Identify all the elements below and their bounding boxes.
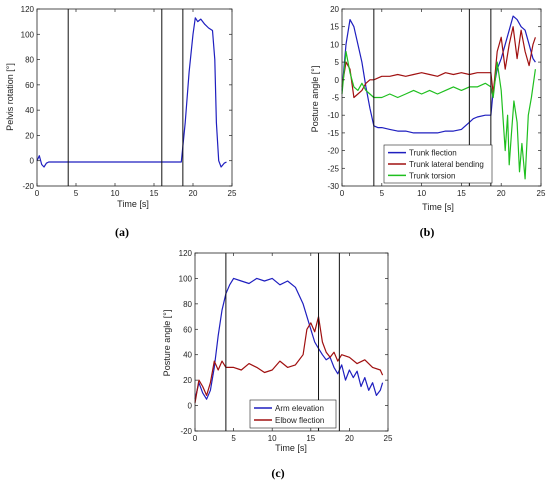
panel-b-legend: Trunk flection Trunk lateral bending Trunk… (383, 144, 493, 184)
panel-a-ytick-label: -20 (22, 182, 34, 191)
panel-a-xtick-label: 0 (35, 189, 40, 198)
panel-c-ytick-label: 0 (188, 402, 193, 411)
panel-b-ticks: 0 5 10 15 20 25 -30 -25 -20 -15 -10 -5 0 5 10 15 20 (327, 5, 546, 198)
panel-b-xtick-label: 10 (417, 189, 426, 198)
panel-a-ylabel: Pelvis rotation [°] (5, 63, 15, 131)
panel-a-ytick-label: 60 (25, 81, 34, 90)
panel-b-line-trunk-lateral-bending (341, 26, 536, 99)
panel-b-ytick-label: -15 (327, 129, 339, 138)
panel-b-ytick-label: 5 (335, 58, 340, 67)
panel-a-xtick-label: 10 (111, 189, 120, 198)
panel-a-xtick-label: 20 (189, 189, 198, 198)
panel-c-xtick-label: 0 (193, 434, 198, 443)
panel-c-ytick-label: 120 (179, 249, 193, 258)
panel-b-ytick-label: -20 (327, 147, 339, 156)
panel-b-legend-label: Trunk torsion (409, 171, 455, 180)
panel-c-xtick-label: 10 (268, 434, 277, 443)
panel-c-ytick-label: 40 (183, 351, 192, 360)
panel-c-line-arm-elevation (194, 277, 384, 400)
panel-b-series (341, 15, 536, 180)
panel-a-event-lines (67, 9, 184, 186)
panel-b-ytick-label: -5 (332, 94, 340, 103)
panel-c-xtick-label: 15 (306, 434, 315, 443)
panel-c-ytick-label: 20 (183, 376, 192, 385)
panel-b-ylabel: Posture angle [°] (310, 66, 320, 133)
panel-c-legend: Arm elevation Elbow flection (249, 399, 337, 429)
panel-c-xtick-label: 20 (345, 434, 354, 443)
panel-c-legend-label: Arm elevation (275, 404, 324, 413)
panel-c-ytick-label: -20 (180, 427, 192, 436)
panel-b-line-trunk-torsion (341, 50, 536, 180)
panel-b-ytick-label: 20 (330, 5, 339, 14)
panel-b-line-trunk-flection (341, 15, 536, 134)
panel-a-series (36, 17, 227, 168)
panel-b-xlabel: Time [s] (422, 202, 454, 212)
panel-b-trunk-posture: 0 5 10 15 20 25 -30 -25 -20 -15 -10 -5 0 5 10 15 20 Time… (310, 5, 546, 239)
panel-b-xtick-label: 5 (380, 189, 385, 198)
panel-c-ytick-label: 80 (183, 300, 192, 309)
panel-a-xtick-label: 15 (150, 189, 159, 198)
panel-b-legend-label: Trunk flection (409, 149, 457, 158)
panel-c-xlabel: Time [s] (275, 443, 307, 453)
panel-b-label: (b) (420, 225, 435, 239)
panel-a-ytick-label: 20 (25, 131, 34, 140)
panel-a-line-series-0 (36, 17, 227, 168)
panel-a-label: (a) (115, 225, 129, 239)
panel-a-xlabel: Time [s] (117, 199, 149, 209)
panel-b-legend-label: Trunk lateral bending (409, 160, 484, 169)
panel-b-xtick-label: 20 (497, 189, 506, 198)
panel-c-ytick-label: 100 (179, 274, 193, 283)
panel-b-ytick-label: -25 (327, 164, 339, 173)
panel-b-ytick-label: 10 (330, 40, 339, 49)
panel-a-ytick-label: 0 (30, 157, 35, 166)
panel-b-ytick-label: 0 (335, 76, 340, 85)
panel-c-ytick-label: 60 (183, 325, 192, 334)
panel-a-ytick-label: 80 (25, 56, 34, 65)
panel-b-ytick-label: 15 (330, 23, 339, 32)
panel-c-ylabel: Posture angle [°] (162, 310, 172, 377)
panel-b-ytick-label: -30 (327, 182, 339, 191)
panel-c-legend-box (249, 399, 337, 429)
panel-b-xtick-label: 15 (457, 189, 466, 198)
panel-c-legend-label: Elbow flection (275, 416, 324, 425)
panel-a-ytick-label: 120 (21, 5, 35, 14)
panel-c-line-elbow-flection (194, 316, 384, 404)
panel-c-series (194, 277, 384, 404)
panel-a-ytick-label: 100 (21, 30, 35, 39)
panel-c-xtick-label: 25 (384, 434, 393, 443)
panel-b-xtick-label: 25 (537, 189, 546, 198)
panel-a-xtick-label: 5 (74, 189, 79, 198)
panel-c-axes-box (194, 252, 389, 432)
panel-a-ytick-label: 40 (25, 106, 34, 115)
panel-c-label: (c) (271, 466, 284, 480)
panel-a-xtick-label: 25 (228, 189, 237, 198)
panel-c-xtick-label: 5 (231, 434, 236, 443)
panel-b-xtick-label: 0 (340, 189, 345, 198)
panel-a-axes-box (36, 8, 233, 187)
panel-b-ytick-label: -10 (327, 111, 339, 120)
